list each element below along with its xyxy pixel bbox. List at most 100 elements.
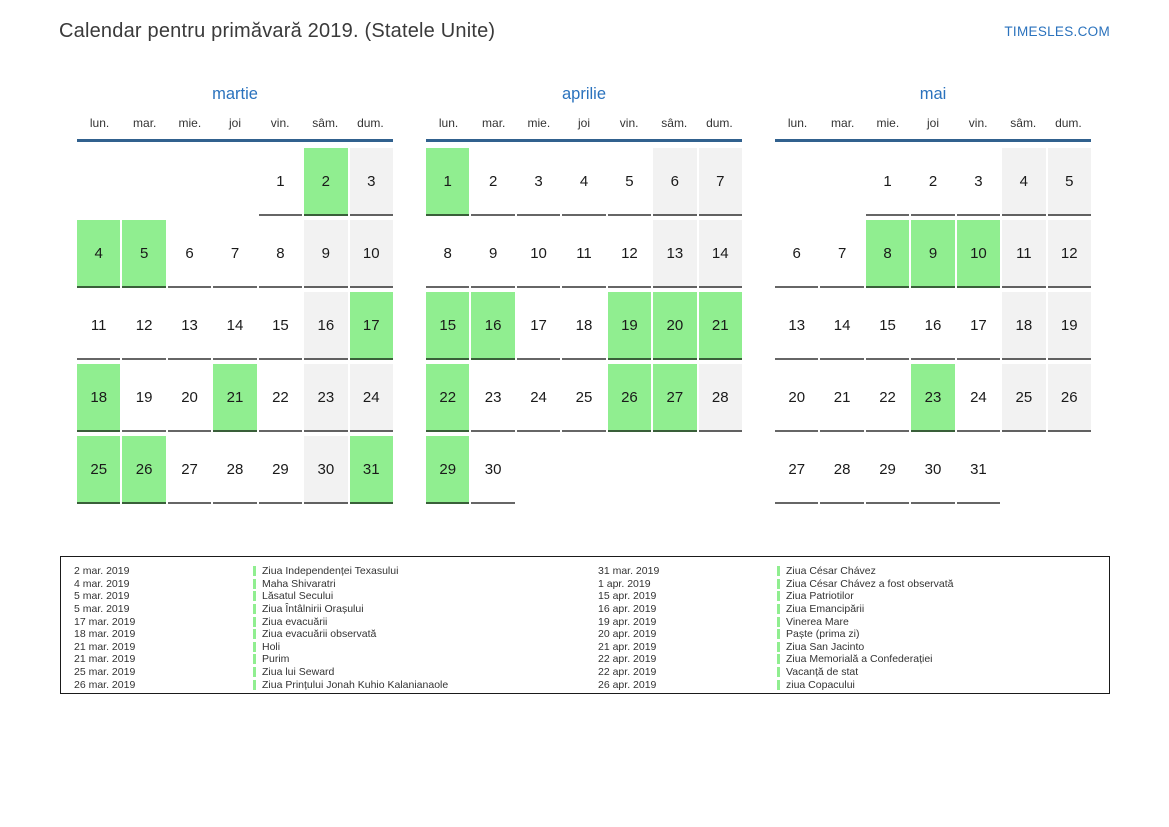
weekday-header: lun. mar. mie. joi vin. sâm. dum. xyxy=(775,116,1091,142)
legend-date: 5 mar. 2019 xyxy=(74,590,130,603)
empty-cell xyxy=(775,148,818,214)
legend-entry: 25 mar. 2019 Ziua lui Seward xyxy=(61,666,585,679)
day-cell: 23 xyxy=(471,364,515,432)
day-cell: 9 xyxy=(471,220,515,288)
month-title: aprilie xyxy=(561,85,607,103)
day-cell: 30 xyxy=(304,436,348,504)
day-cell: 30 xyxy=(471,436,515,504)
weekday-label: lun. xyxy=(787,116,808,130)
day-cell: 26 xyxy=(607,364,652,432)
legend-entry: 21 mar. 2019 Holi xyxy=(61,641,585,654)
weekday-label: dum. xyxy=(1055,116,1082,130)
holiday-marker-icon xyxy=(253,591,256,602)
holiday-marker-icon xyxy=(777,641,780,652)
legend-entry: 26 mar. 2019 Ziua Prințului Jonah Kuhio K… xyxy=(61,678,585,691)
legend-entry: 5 mar. 2019 Ziua Întâlnirii Orașului xyxy=(61,603,585,616)
day-cell: 20 xyxy=(653,292,697,360)
day-cell: 13 xyxy=(653,220,697,288)
day-cell: 8 xyxy=(258,220,303,288)
day-grid: 1 2 3 4 5 6 7 8 9 10 11 12 13 14 15 16 17 18 19 20 21 22 23 24 2… xyxy=(775,148,1091,504)
day-cell: 3 xyxy=(349,148,393,216)
day-cell: 18 xyxy=(77,364,121,432)
day-cell: 7 xyxy=(820,220,864,288)
day-cell: 13 xyxy=(775,292,819,360)
legend-entry: 16 apr. 2019 Ziua Emancipării xyxy=(585,603,1109,616)
legend-entry: 26 apr. 2019 ziua Copacului xyxy=(585,678,1109,691)
weekday-label: sâm. xyxy=(661,116,688,130)
day-cell: 12 xyxy=(1047,220,1091,288)
day-cell: 10 xyxy=(349,220,393,288)
legend-holiday-name: Ziua Independenței Texasului xyxy=(262,565,399,578)
legend-entry: 4 mar. 2019 Maha Shivaratri xyxy=(61,578,585,591)
day-grid: 1 2 3 4 5 6 7 8 9 10 11 12 13 14 15 16 17 18 19 20 21 22 23 24 2… xyxy=(426,148,742,504)
empty-cell xyxy=(77,148,120,214)
holiday-marker-icon xyxy=(253,566,256,577)
weekday-label: joi xyxy=(926,116,939,130)
legend-date: 20 apr. 2019 xyxy=(598,628,657,641)
day-cell: 19 xyxy=(122,364,166,432)
weekday-label: sâm. xyxy=(312,116,339,130)
day-cell: 9 xyxy=(304,220,348,288)
legend-holiday-name: Ziua evacuării observată xyxy=(262,628,377,641)
day-cell: 4 xyxy=(1002,148,1046,216)
legend-entry: 21 apr. 2019 Ziua San Jacinto xyxy=(585,641,1109,654)
legend-date: 22 apr. 2019 xyxy=(598,653,657,666)
day-cell: 1 xyxy=(426,148,470,216)
legend-holiday-name: Ziua lui Seward xyxy=(262,666,335,679)
weekday-label: lun. xyxy=(89,116,110,130)
legend-date: 1 apr. 2019 xyxy=(598,577,651,590)
site-link[interactable]: TIMESLES.COM xyxy=(1004,24,1110,39)
legend-holiday-name: ziua Copacului xyxy=(786,678,855,691)
month-calendar-aprilie: aprilie lun. mar. mie. joi vin. sâm. dum. 1 2 3 4 5 6… xyxy=(426,84,742,504)
day-cell: 2 xyxy=(471,148,515,216)
legend-holiday-name: Ziua Prințului Jonah Kuhio Kalanianaole xyxy=(262,678,449,691)
day-cell: 17 xyxy=(516,292,561,360)
day-cell: 6 xyxy=(167,220,212,288)
holiday-marker-icon xyxy=(253,616,256,627)
day-cell: 23 xyxy=(911,364,955,432)
legend-holiday-name: Vacanță de stat xyxy=(786,666,859,679)
day-cell: 5 xyxy=(122,220,166,288)
legend-column: 2 mar. 2019 Ziua Independenței Texasului 4… xyxy=(61,565,585,693)
day-cell: 24 xyxy=(349,364,393,432)
day-cell: 11 xyxy=(77,292,121,360)
legend-entry: 15 apr. 2019 Ziua Patriotilor xyxy=(585,590,1109,603)
empty-cell xyxy=(213,148,256,214)
weekday-label: mar. xyxy=(482,116,506,130)
day-cell: 11 xyxy=(562,220,606,288)
holiday-marker-icon xyxy=(777,654,780,665)
legend-holiday-name: Ziua evacuării xyxy=(262,615,328,628)
weekday-label: joi xyxy=(577,116,590,130)
legend-holiday-name: Ziua San Jacinto xyxy=(786,640,865,653)
day-cell: 27 xyxy=(167,436,212,504)
legend-entry: 5 mar. 2019 Lăsatul Secului xyxy=(61,590,585,603)
day-cell: 10 xyxy=(956,220,1001,288)
legend-date: 22 apr. 2019 xyxy=(598,666,657,679)
legend-entry: 17 mar. 2019 Ziua evacuării xyxy=(61,615,585,628)
day-cell: 29 xyxy=(258,436,303,504)
legend-entry: 18 mar. 2019 Ziua evacuării observată xyxy=(61,628,585,641)
legend-date: 2 mar. 2019 xyxy=(74,565,130,578)
legend-entry: 22 apr. 2019 Vacanță de stat xyxy=(585,666,1109,679)
months-container: martie lun. mar. mie. joi vin. sâm. dum. 1 2 3 4 5 6 7… xyxy=(77,84,1091,504)
day-cell: 6 xyxy=(653,148,697,216)
legend-date: 5 mar. 2019 xyxy=(74,603,130,616)
day-cell: 26 xyxy=(1047,364,1091,432)
legend-entry: 22 apr. 2019 Ziua Memorială a Confederați… xyxy=(585,653,1109,666)
legend-date: 26 apr. 2019 xyxy=(598,678,657,691)
day-cell: 28 xyxy=(213,436,257,504)
empty-cell xyxy=(820,148,863,214)
month-calendar-martie: martie lun. mar. mie. joi vin. sâm. dum. 1 2 3 4 5 6 7… xyxy=(77,84,393,504)
legend-holiday-name: Paște (prima zi) xyxy=(786,628,860,641)
holiday-legend: 2 mar. 2019 Ziua Independenței Texasului 4… xyxy=(60,556,1110,694)
day-cell: 8 xyxy=(865,220,910,288)
holiday-marker-icon xyxy=(777,566,780,577)
day-cell: 30 xyxy=(911,436,955,504)
legend-date: 17 mar. 2019 xyxy=(74,615,136,628)
day-cell: 15 xyxy=(865,292,910,360)
day-cell: 4 xyxy=(77,220,121,288)
day-cell: 2 xyxy=(911,148,955,216)
day-cell: 6 xyxy=(775,220,819,288)
day-cell: 31 xyxy=(349,436,393,504)
day-cell: 14 xyxy=(213,292,257,360)
